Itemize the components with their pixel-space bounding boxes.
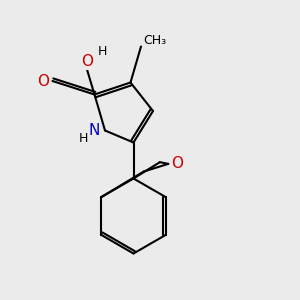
Text: CH₃: CH₃ <box>143 34 166 47</box>
Text: H: H <box>98 44 107 58</box>
Text: O: O <box>38 74 50 88</box>
Text: H: H <box>78 131 88 145</box>
Text: O: O <box>171 156 183 171</box>
Text: O: O <box>81 54 93 69</box>
Text: N: N <box>89 123 100 138</box>
